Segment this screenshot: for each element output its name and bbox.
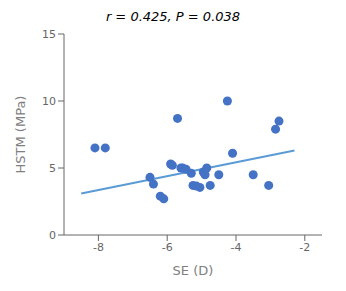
svg-text:15: 15 [42,28,56,41]
svg-text:SE (D): SE (D) [173,263,214,278]
svg-text:10: 10 [42,95,56,108]
svg-text:0: 0 [49,229,56,242]
svg-text:HSTM (MPa): HSTM (MPa) [13,96,28,174]
svg-text:-8: -8 [93,241,104,254]
html-text:r = 0.425, P = 0.038: r = 0.425, P = 0.038 [105,9,241,24]
svg-text:-4: -4 [231,241,242,254]
svg-text:-2: -2 [299,241,310,254]
svg-text:-6: -6 [162,241,173,254]
svg-text:5: 5 [49,162,56,175]
